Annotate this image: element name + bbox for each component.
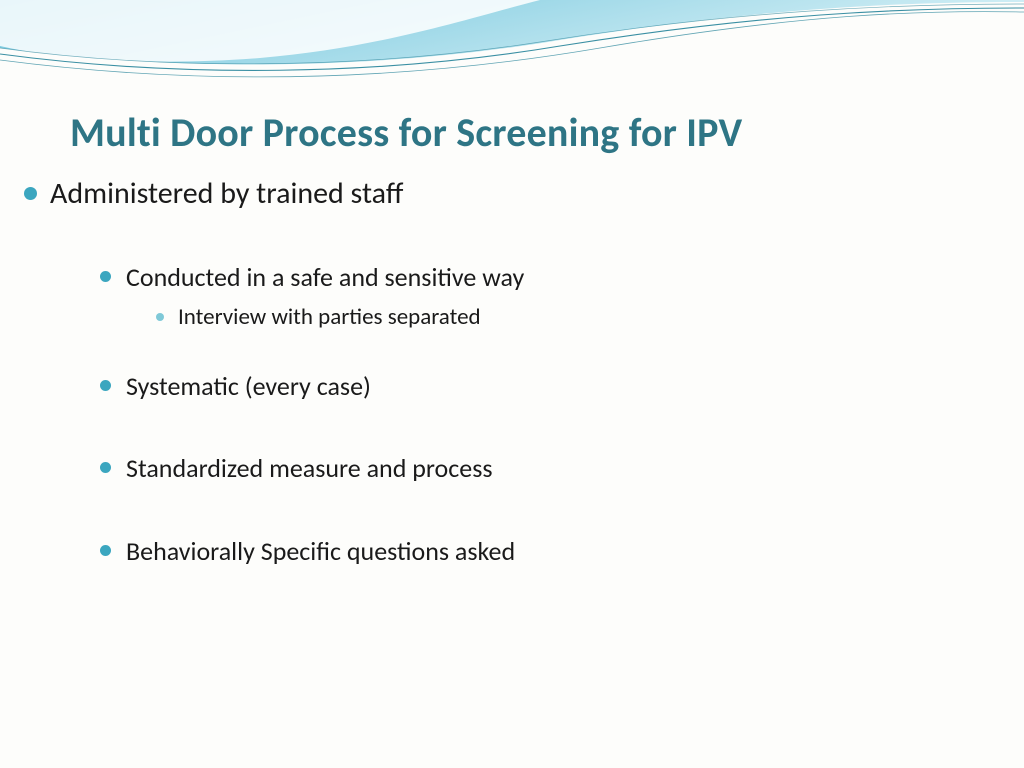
bullet-text: Standardized measure and process (126, 452, 493, 484)
slide-title: Multi Door Process for Screening for IPV (70, 108, 742, 157)
bullet-lvl2: Standardized measure and process (98, 452, 984, 485)
bullet-text: Interview with parties separated (178, 303, 481, 331)
bullet-lvl2: Behaviorally Specific questions asked (98, 535, 984, 568)
bullet-lvl3: Interview with parties separated (156, 303, 984, 332)
bullet-text: Conducted in a safe and sensitive way (126, 261, 524, 293)
bullet-text: Administered by trained staff (50, 175, 403, 212)
bullet-text: Systematic (every case) (126, 370, 371, 402)
bullet-lvl2: Systematic (every case) (98, 370, 984, 403)
slide-content: Administered by trained staff Conducted … (20, 175, 984, 617)
bullet-lvl1: Administered by trained staff Conducted … (20, 175, 984, 567)
bullet-text: Behaviorally Specific questions asked (126, 535, 515, 567)
bullet-lvl2: Conducted in a safe and sensitive way In… (98, 261, 984, 332)
wave-header-graphic (0, 0, 1024, 120)
